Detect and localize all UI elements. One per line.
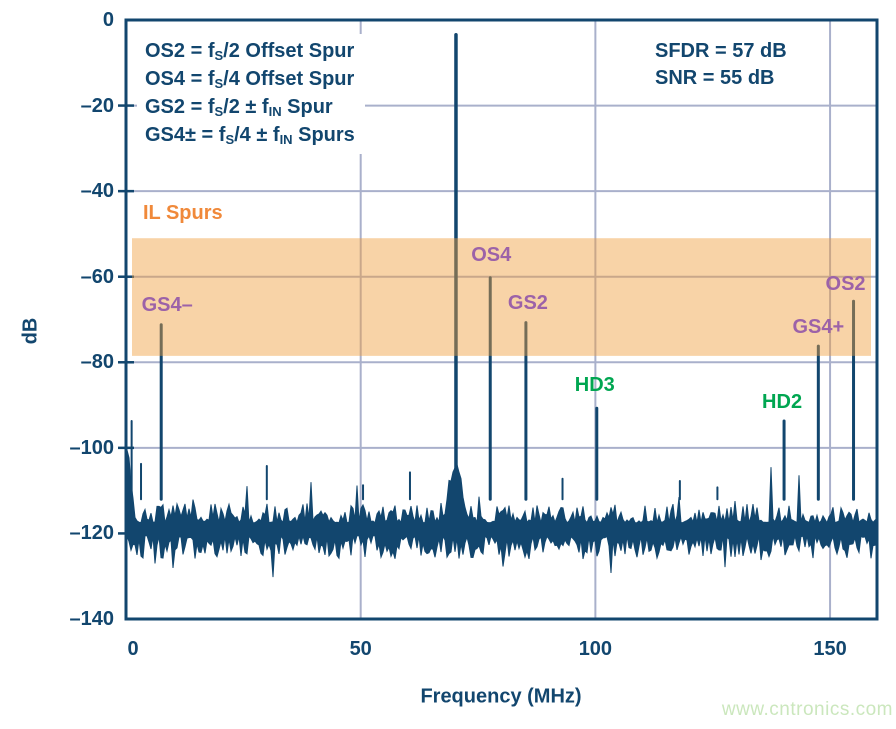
snr-value: SNR = 55 dB: [655, 67, 775, 89]
x-tick-label: 150: [813, 638, 847, 660]
y-tick-label: –40: [80, 180, 114, 203]
spur-label-OS4: OS4: [471, 243, 512, 266]
noise-floor-trace: [126, 449, 876, 578]
legend-line: GS4± = fS/4 ± fIN Spurs: [145, 124, 355, 147]
x-axis-title: Frequency (MHz): [420, 685, 582, 708]
y-tick-label: –100: [69, 436, 115, 459]
watermark: www.cntronics.com: [721, 699, 893, 720]
spur-label-OS2: OS2: [825, 273, 866, 296]
x-tick-label: 0: [127, 638, 139, 660]
il-spurs-band: [132, 238, 871, 356]
spur-legend: OS2 = fS/2 Offset Spur OS4 = fS/4 Offset …: [137, 34, 365, 154]
spur-label-GS4: GS4+: [792, 316, 845, 339]
x-tick-label: 100: [578, 638, 613, 660]
legend-line: OS4 = fS/4 Offset Spur: [145, 68, 355, 91]
x-tick-label: 50: [349, 638, 372, 660]
y-tick-label: –120: [69, 522, 115, 545]
spur-label-GS4: GS4–: [141, 293, 193, 316]
sfdr-value: SFDR = 57 dB: [655, 40, 787, 62]
performance-stats: SFDR = 57 dB SNR = 55 dB: [655, 38, 787, 92]
spur-label-GS2: GS2: [507, 291, 548, 314]
spur-label-HD2: HD2: [762, 391, 803, 414]
spur-label-HD3: HD3: [574, 374, 615, 397]
legend-line: OS2 = fS/2 Offset Spur: [145, 40, 355, 63]
y-tick-label: –20: [80, 94, 114, 117]
y-axis-title: dB: [19, 317, 42, 345]
y-tick-label: –140: [69, 608, 115, 630]
y-tick-label: –80: [80, 351, 114, 374]
plot-border: [124, 18, 879, 621]
y-tick-label: 0: [102, 9, 114, 31]
il-spurs-label: IL Spurs: [143, 202, 223, 224]
y-tick-label: –60: [80, 265, 114, 288]
legend-line: GS2 = fS/2 ± fIN Spur: [145, 96, 333, 119]
